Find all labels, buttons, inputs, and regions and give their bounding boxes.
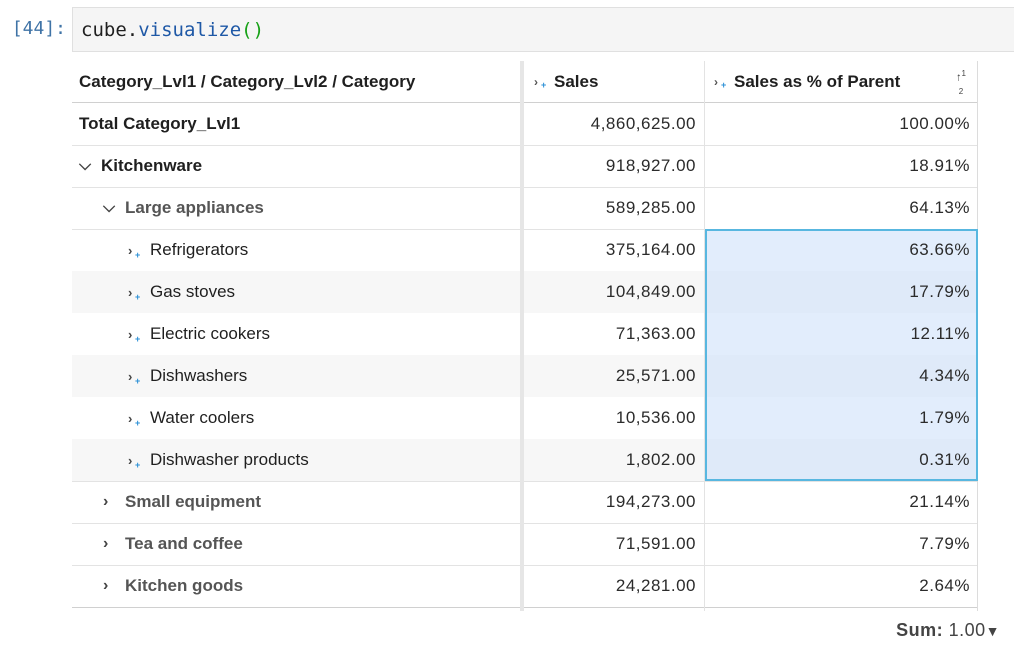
header-sales[interactable]: › + Sales — [534, 61, 704, 103]
sales-value[interactable]: 4,860,625.00 — [590, 114, 696, 133]
sum-label: Sum: — [896, 620, 944, 640]
row-label: Water coolers — [150, 408, 255, 427]
row-label: Kitchen goods — [125, 576, 244, 595]
sales-value[interactable]: 1,802.00 — [625, 450, 696, 469]
row-divider — [72, 187, 978, 188]
table-row[interactable]: › + Electric cookers 71,363.00 12.11% — [72, 313, 978, 355]
pct-value[interactable]: 7.79% — [919, 534, 970, 553]
cell-selection — [705, 229, 978, 481]
row-divider — [72, 145, 978, 146]
table-row[interactable]: › Small equipment 194,273.00 21.14% — [72, 481, 978, 523]
expand-leaf-icon[interactable]: › + — [128, 326, 141, 344]
row-label: Refrigerators — [150, 240, 249, 259]
expand-leaf-icon[interactable]: › + — [128, 284, 141, 302]
code-function: visualize — [138, 19, 242, 41]
table-row[interactable]: › + Refrigerators 375,164.00 63.66% — [72, 229, 978, 271]
column-divider — [704, 61, 705, 611]
row-divider — [72, 229, 978, 230]
header-row-label-text: Category_Lvl1 / Category_Lvl2 / Category — [79, 72, 416, 91]
table-row[interactable]: ⌵ Kitchenware 918,927.00 18.91% — [72, 145, 978, 187]
pct-value[interactable]: 12.11% — [910, 324, 970, 343]
expand-measure-icon[interactable]: › + — [714, 75, 727, 90]
row-label: Gas stoves — [150, 282, 236, 301]
row-label: Tea and coffee — [125, 534, 243, 553]
row-label: Electric cookers — [150, 324, 270, 343]
expand-leaf-icon[interactable]: › + — [128, 242, 141, 260]
table-row[interactable]: › Kitchen goods 24,281.00 2.64% — [72, 565, 978, 607]
header-row-label[interactable]: Category_Lvl1 / Category_Lvl2 / Category — [79, 61, 519, 103]
expand-leaf-icon[interactable]: › + — [128, 368, 141, 386]
row-label: Total Category_Lvl1 — [79, 114, 241, 133]
code-cell-input[interactable]: cube.visualize() — [72, 7, 1014, 52]
chevron-down-icon[interactable]: ⌵ — [79, 157, 92, 174]
header-pct[interactable]: › + Sales as % of Parent — [714, 61, 954, 103]
selection-summary[interactable]: Sum: 1.00▼ — [896, 620, 1000, 641]
row-divider — [72, 565, 978, 566]
chevron-right-icon[interactable]: › — [103, 493, 109, 510]
sales-value[interactable]: 71,363.00 — [615, 324, 696, 343]
caret-down-icon[interactable]: ▼ — [985, 623, 1000, 639]
row-label: Large appliances — [125, 198, 264, 217]
pct-value[interactable]: 64.13% — [909, 198, 970, 217]
table-row[interactable]: Total Category_Lvl1 4,860,625.00 100.00% — [72, 103, 978, 145]
code-object: cube — [81, 19, 127, 41]
table-row[interactable]: › + Dishwasher products 1,802.00 0.31% — [72, 439, 978, 481]
pct-value[interactable]: 63.66% — [909, 240, 970, 259]
sum-value: 1.00 — [948, 620, 986, 640]
pct-value[interactable]: 2.64% — [919, 576, 970, 595]
row-divider — [72, 523, 978, 524]
sort-icon[interactable]: ↑1 2 — [956, 69, 966, 96]
cell-prompt: [44]: — [11, 18, 66, 39]
table-row[interactable]: ⌵ Large appliances 589,285.00 64.13% — [72, 187, 978, 229]
chevron-right-icon[interactable]: › — [103, 535, 109, 552]
table-row[interactable]: › Tea and coffee 71,591.00 7.79% — [72, 523, 978, 565]
table-row[interactable]: › + Dishwashers 25,571.00 4.34% — [72, 355, 978, 397]
sales-value[interactable]: 104,849.00 — [605, 282, 696, 301]
row-label: Small equipment — [125, 492, 262, 511]
sales-value[interactable]: 25,571.00 — [615, 366, 696, 385]
pct-value[interactable]: 0.31% — [919, 450, 970, 469]
header-pct-text: Sales as % of Parent — [734, 72, 901, 91]
sales-value[interactable]: 194,273.00 — [605, 492, 696, 511]
sales-value[interactable]: 918,927.00 — [605, 156, 696, 175]
table-row[interactable]: › + Water coolers 10,536.00 1.79% — [72, 397, 978, 439]
sales-value[interactable]: 589,285.00 — [605, 198, 696, 217]
column-resize-handle[interactable] — [520, 61, 524, 611]
pct-value[interactable]: 21.14% — [909, 492, 970, 511]
pct-value[interactable]: 4.34% — [919, 366, 970, 385]
expand-measure-icon[interactable]: › + — [534, 75, 547, 90]
row-divider — [72, 481, 978, 482]
row-label: Dishwasher products — [150, 450, 309, 469]
header-sales-text: Sales — [554, 72, 599, 91]
pct-value[interactable]: 100.00% — [899, 114, 970, 133]
code-parens: () — [241, 19, 265, 41]
code-text: cube.visualize() — [81, 19, 264, 41]
row-label: Kitchenware — [101, 156, 203, 175]
expand-leaf-icon[interactable]: › + — [128, 452, 141, 470]
row-label: Dishwashers — [150, 366, 248, 385]
header-divider — [72, 102, 978, 103]
sales-value[interactable]: 24,281.00 — [615, 576, 696, 595]
table-row[interactable]: › + Gas stoves 104,849.00 17.79% — [72, 271, 978, 313]
pct-value[interactable]: 18.91% — [909, 156, 970, 175]
row-divider — [72, 607, 978, 608]
sales-value[interactable]: 375,164.00 — [605, 240, 696, 259]
code-dot: . — [126, 19, 139, 41]
chevron-down-icon[interactable]: ⌵ — [103, 199, 116, 216]
sales-value[interactable]: 71,591.00 — [615, 534, 696, 553]
pct-value[interactable]: 17.79% — [909, 282, 970, 301]
pct-value[interactable]: 1.79% — [919, 408, 970, 427]
sales-value[interactable]: 10,536.00 — [615, 408, 696, 427]
pivot-table: Category_Lvl1 / Category_Lvl2 / Category… — [72, 61, 978, 611]
chevron-right-icon[interactable]: › — [103, 577, 109, 594]
expand-leaf-icon[interactable]: › + — [128, 410, 141, 428]
